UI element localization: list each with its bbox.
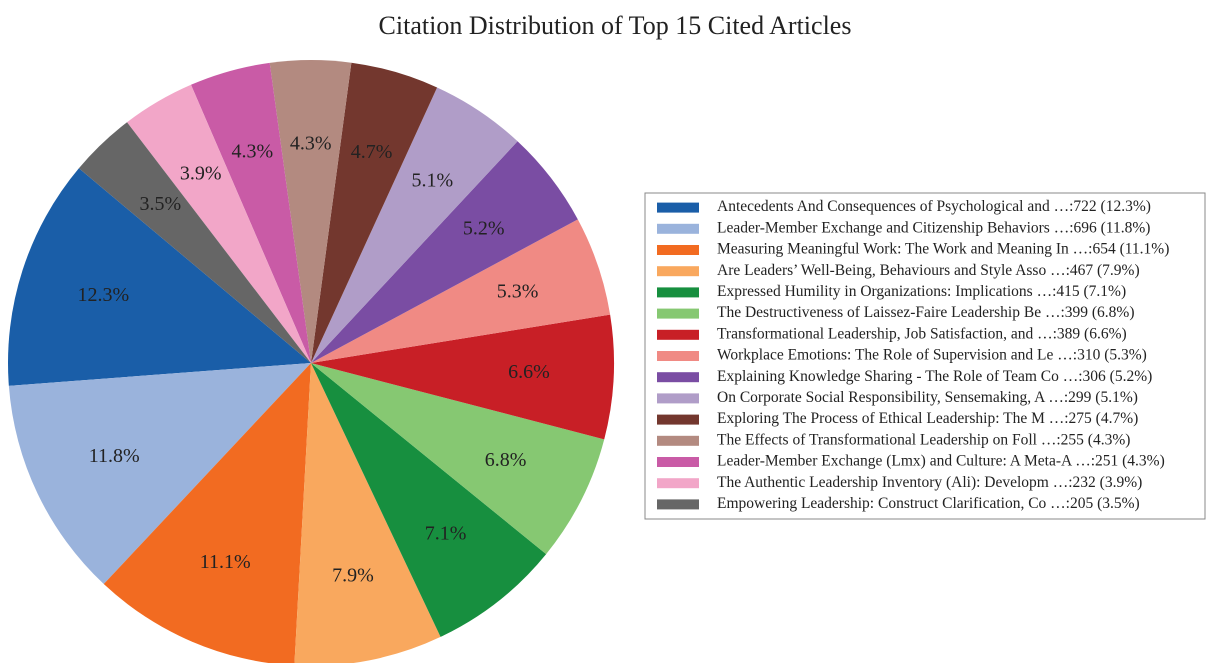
legend-label: Empowering Leadership: Construct Clarifi… xyxy=(717,495,1140,512)
slice-label: 11.8% xyxy=(89,445,140,467)
legend-label: Explaining Knowledge Sharing - The Role … xyxy=(717,368,1152,385)
pie-slice xyxy=(311,314,615,440)
legend-label: Leader-Member Exchange and Citizenship B… xyxy=(717,219,1150,236)
slice-label: 5.2% xyxy=(463,217,505,239)
legend-label: Are Leaders’ Well-Being, Behaviours and … xyxy=(717,262,1140,279)
slice-label: 5.3% xyxy=(497,281,539,303)
legend-label: Workplace Emotions: The Role of Supervis… xyxy=(717,347,1147,364)
slice-label: 11.1% xyxy=(200,551,251,573)
legend-swatch xyxy=(657,393,699,404)
pie-slice xyxy=(103,363,311,663)
slice-label: 7.1% xyxy=(425,522,467,544)
chart-title: Citation Distribution of Top 15 Cited Ar… xyxy=(379,11,852,40)
slice-label: 5.1% xyxy=(411,169,453,191)
slice-label: 4.3% xyxy=(290,132,332,154)
pie-slice xyxy=(7,168,311,386)
slice-label: 12.3% xyxy=(77,284,129,306)
legend-box xyxy=(644,192,1206,520)
legend-swatch xyxy=(657,478,699,489)
pie-slice xyxy=(294,363,441,663)
slice-label: 7.9% xyxy=(332,565,374,587)
legend-swatch xyxy=(657,202,699,213)
legend-label: Expressed Humility in Organizations: Imp… xyxy=(717,283,1126,300)
legend-swatch xyxy=(657,223,699,234)
pie-slice xyxy=(8,363,311,585)
pie-slice xyxy=(311,219,611,363)
legend-label: Antecedents And Consequences of Psycholo… xyxy=(717,198,1151,215)
legend-label: The Destructiveness of Laissez-Faire Lea… xyxy=(717,304,1135,321)
legend-swatch xyxy=(657,435,699,446)
legend-swatch xyxy=(657,414,699,425)
legend-label: Exploring The Process of Ethical Leaders… xyxy=(717,410,1138,427)
slice-label: 3.5% xyxy=(139,193,181,215)
pie-slice xyxy=(311,363,605,555)
pie-slice xyxy=(78,122,311,363)
slice-label: 4.7% xyxy=(351,141,393,163)
legend-swatch xyxy=(657,266,699,277)
legend-swatch xyxy=(657,457,699,467)
legend-label: Transformational Leadership, Job Satisfa… xyxy=(717,325,1127,342)
legend-label: The Effects of Transformational Leadersh… xyxy=(717,431,1130,448)
slice-label: 6.6% xyxy=(508,361,550,383)
legend-label: Measuring Meaningful Work: The Work and … xyxy=(717,241,1169,258)
pie-slice xyxy=(190,62,311,363)
pie-slice xyxy=(311,62,438,363)
legend-swatch xyxy=(657,351,699,361)
legend-swatch xyxy=(657,329,699,340)
pie-slice xyxy=(127,84,311,363)
slice-label: 6.8% xyxy=(485,449,527,471)
legend-label: Leader-Member Exchange (Lmx) and Culture… xyxy=(717,453,1165,470)
pie-slice xyxy=(311,141,578,363)
legend-label: On Corporate Social Responsibility, Sens… xyxy=(717,389,1138,406)
legend-swatch xyxy=(657,287,699,298)
legend-swatch xyxy=(657,308,699,319)
pie-slice xyxy=(311,87,518,363)
legend-swatch xyxy=(657,372,699,383)
legend-swatch xyxy=(657,245,699,255)
legend-swatch xyxy=(657,499,699,510)
pie-slice xyxy=(269,59,352,363)
slice-label: 3.9% xyxy=(180,162,222,184)
legend-label: The Authentic Leadership Inventory (Ali)… xyxy=(717,474,1142,491)
slice-label: 4.3% xyxy=(232,140,274,162)
pie-slice xyxy=(311,363,547,637)
